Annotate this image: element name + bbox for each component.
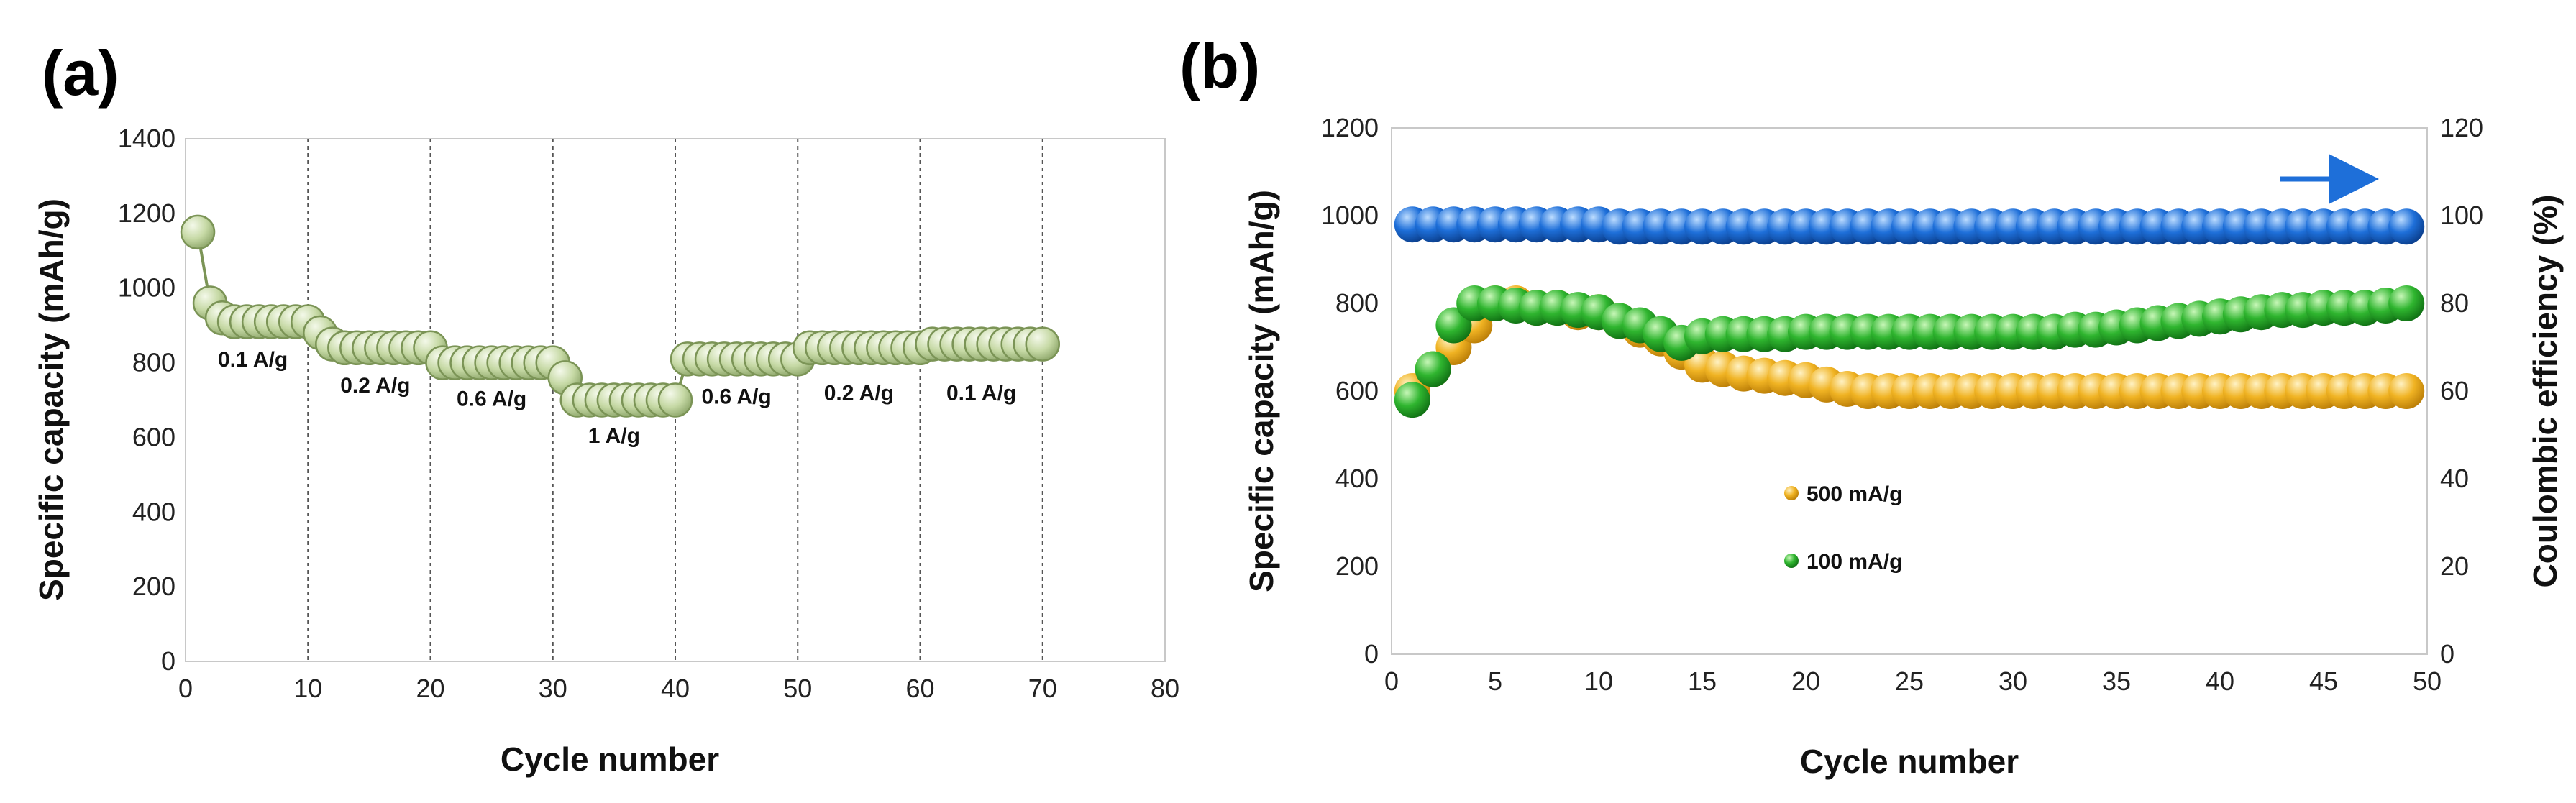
chart-a-point <box>1025 326 1060 362</box>
chart-b-y2-tick-label: 120 <box>2440 113 2483 142</box>
chart-a-y-tick-label: 600 <box>132 422 175 451</box>
chart-a-annotation: 0.2 A/g <box>824 382 894 405</box>
chart-b-point-500 <box>2388 373 2425 409</box>
legend-label-500: 500 mA/g <box>1807 482 1902 506</box>
chart-a-y-tick-label: 1000 <box>118 273 175 303</box>
legend-marker-100 <box>1784 554 1799 568</box>
chart-b-point-efficiency <box>2388 208 2425 245</box>
chart-b-x-ticks: 0 5 10 15 20 25 30 35 40 45 50 <box>1384 666 2442 696</box>
chart-a-x-tick-label: 60 <box>905 674 934 703</box>
chart-a-annotation: 1 A/g <box>588 424 640 448</box>
chart-b-points <box>1394 206 2425 418</box>
chart-a-annotation: 0.2 A/g <box>340 374 410 398</box>
chart-a: (a) 0 200 400 600 800 1000 1200 1400 0 10 20 30 40 5… <box>32 37 1179 778</box>
chart-a-x-tick-label: 30 <box>539 674 567 703</box>
chart-b-x-tick-label: 25 <box>1895 666 1924 696</box>
chart-b-x-tick-label: 20 <box>1791 666 1820 696</box>
chart-b-x-tick-label: 35 <box>2102 666 2131 696</box>
chart-b-y2-tick-label: 40 <box>2440 464 2469 493</box>
chart-b-y-tick-label: 200 <box>1335 551 1379 581</box>
chart-a-annotation: 0.6 A/g <box>701 385 771 409</box>
chart-b-y2-axis-title: Coulombic efficiency (%) <box>2526 195 2564 588</box>
chart-b-y-tick-label: 600 <box>1335 376 1379 405</box>
chart-b-y2-tick-label: 60 <box>2440 376 2469 405</box>
chart-a-y-tick-label: 800 <box>132 348 175 377</box>
chart-b-x-tick-label: 5 <box>1488 666 1502 696</box>
chart-a-y-tick-label: 0 <box>161 646 175 676</box>
chart-a-x-tick-label: 0 <box>178 674 193 703</box>
chart-a-y-tick-label: 1200 <box>118 198 175 228</box>
chart-b-y2-ticks: 0 20 40 60 80 100 120 <box>2440 113 2483 669</box>
chart-b-panel-label: (b) <box>1179 30 1260 101</box>
chart-b-legend: 500 mA/g 100 mA/g <box>1784 482 1902 574</box>
chart-b-point-100 <box>1415 351 1451 387</box>
chart-a-annotation: 0.1 A/g <box>218 348 288 372</box>
chart-a-annotation: 0.1 A/g <box>946 382 1016 405</box>
chart-b-y-tick-label: 0 <box>1364 639 1379 669</box>
chart-b-y2-tick-label: 20 <box>2440 551 2469 581</box>
chart-b-point-100 <box>2388 285 2425 321</box>
chart-b-x-tick-label: 50 <box>2413 666 2442 696</box>
chart-a-x-tick-label: 70 <box>1028 674 1057 703</box>
chart-a-annotations: 0.1 A/g 0.2 A/g 0.6 A/g 1 A/g 0.6 A/g 0.2 A/g… <box>218 348 1016 448</box>
chart-b-y-tick-label: 800 <box>1335 288 1379 318</box>
chart-a-x-tick-label: 80 <box>1151 674 1179 703</box>
legend-label-100: 100 mA/g <box>1807 550 1902 574</box>
chart-b-point-100 <box>1394 382 1430 418</box>
chart-a-x-tick-label: 50 <box>783 674 812 703</box>
chart-b-y2-tick-label: 100 <box>2440 201 2483 230</box>
chart-a-x-tick-label: 20 <box>416 674 444 703</box>
chart-a-x-axis-title: Cycle number <box>501 740 719 778</box>
chart-a-y-tick-label: 1400 <box>118 124 175 153</box>
legend-marker-500 <box>1784 486 1799 500</box>
chart-b-y-ticks: 0 200 400 600 800 1000 1200 <box>1321 113 1379 669</box>
chart-a-x-ticks: 0 10 20 30 40 50 60 70 80 <box>178 674 1179 703</box>
chart-b-x-axis-title: Cycle number <box>1800 743 2019 780</box>
chart-a-points <box>180 214 1060 418</box>
chart-a-annotation: 0.6 A/g <box>457 387 526 410</box>
chart-a-plot-area <box>185 138 1166 662</box>
chart-b-y-tick-label: 1000 <box>1321 201 1379 230</box>
chart-b-y-tick-label: 1200 <box>1321 113 1379 142</box>
chart-b-x-tick-label: 0 <box>1384 666 1399 696</box>
chart-a-y-axis-title: Specific capacity (mAh/g) <box>32 198 70 601</box>
chart-b-y2-tick-label: 80 <box>2440 288 2469 318</box>
chart-b-x-tick-label: 40 <box>2206 666 2234 696</box>
chart-b-y2-tick-label: 0 <box>2440 639 2454 669</box>
chart-a-x-tick-label: 10 <box>293 674 322 703</box>
chart-a-point <box>180 214 216 250</box>
chart-b-x-tick-label: 10 <box>1584 666 1613 696</box>
chart-a-x-tick-label: 40 <box>661 674 690 703</box>
chart-a-y-tick-label: 200 <box>132 572 175 601</box>
chart-b-x-tick-label: 45 <box>2309 666 2338 696</box>
chart-a-y-tick-label: 400 <box>132 497 175 526</box>
chart-b-x-tick-label: 30 <box>1999 666 2027 696</box>
chart-a-panel-label: (a) <box>42 37 119 109</box>
chart-b-y-axis-title: Specific capacity (mAh/g) <box>1243 190 1280 592</box>
chart-b-x-tick-label: 15 <box>1688 666 1717 696</box>
chart-a-point <box>657 382 693 418</box>
chart-b-y-tick-label: 400 <box>1335 464 1379 493</box>
chart-b-plot-area <box>1391 127 2428 655</box>
chart-a-y-ticks: 0 200 400 600 800 1000 1200 1400 <box>118 124 175 676</box>
